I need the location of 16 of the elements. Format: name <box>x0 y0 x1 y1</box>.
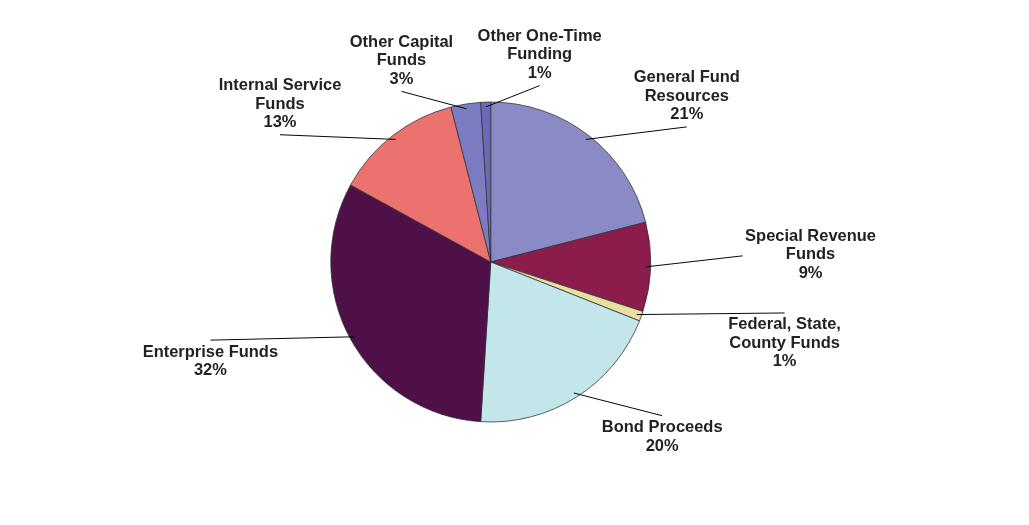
slice-label: Internal Service Funds <box>218 75 342 112</box>
slice-label: General Fund Resources <box>633 67 740 104</box>
slice-label: Bond Proceeds <box>601 417 723 436</box>
data-label: 1% <box>772 351 797 370</box>
slice-label: Other One-Time Funding <box>477 25 602 63</box>
data-label: 3% <box>389 68 414 87</box>
data-label: 9% <box>798 262 823 281</box>
data-label: 13% <box>263 111 297 130</box>
slice-label: Enterprise Funds <box>142 341 279 360</box>
slice-label: Other Capital Funds <box>349 31 454 69</box>
data-label: 32% <box>193 360 228 379</box>
data-label: 21% <box>670 104 704 123</box>
data-label: 20% <box>645 435 680 454</box>
slice-label: Federal, State, County Funds <box>728 314 841 351</box>
slice-label: Special Revenue Funds <box>745 225 876 263</box>
data-label: 1% <box>527 62 552 81</box>
